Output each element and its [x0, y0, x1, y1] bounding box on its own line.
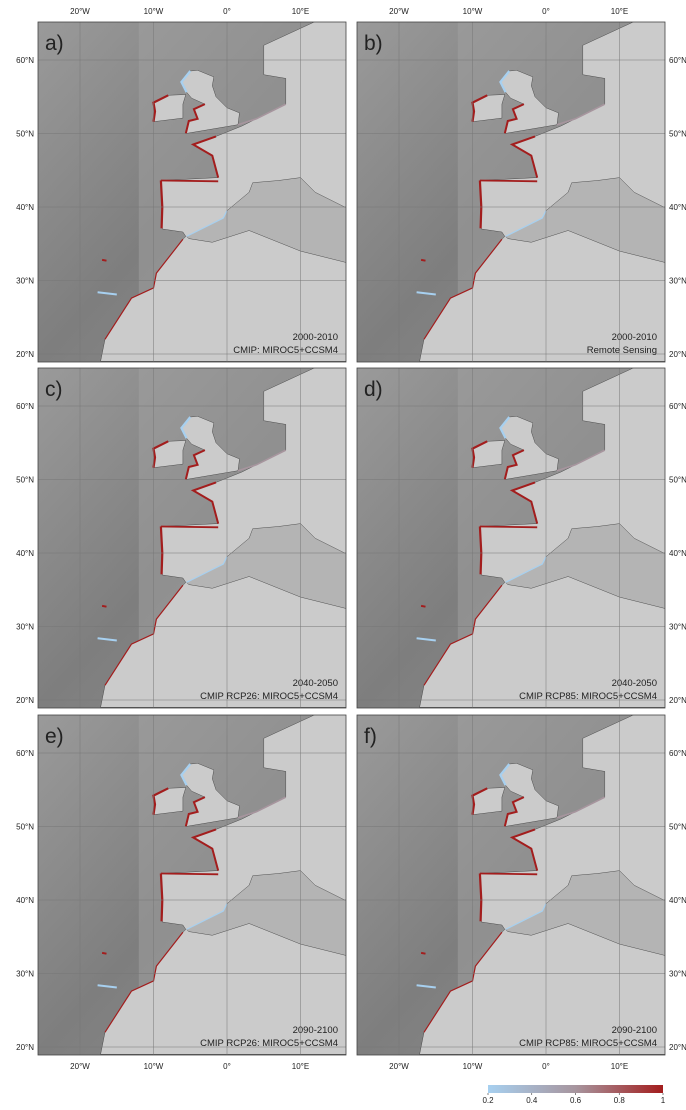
lat-label: 50°N: [669, 476, 686, 485]
panel-label: d): [364, 378, 383, 401]
period: 2090-2100: [612, 1025, 657, 1036]
map-panel: b) 2000-2010 Remote Sensing 60°N 50°N 40°N 30°…: [357, 1, 686, 362]
lat-label: 60°N: [16, 402, 34, 411]
panel-label: e): [45, 725, 64, 748]
lat-label: 20°N: [16, 696, 34, 705]
lon-label: 10°E: [611, 7, 628, 16]
source: CMIP RCP26: MIROC5+CCSM4: [200, 1038, 338, 1049]
lat-label: 60°N: [16, 56, 34, 65]
lat-label: 50°N: [16, 476, 34, 485]
panel-label: a): [45, 32, 64, 55]
source: CMIP RCP26: MIROC5+CCSM4: [200, 691, 338, 702]
lat-label: 60°N: [669, 749, 686, 758]
colorbar-label: 1: [661, 1096, 666, 1105]
period: 2000-2010: [293, 332, 338, 343]
lat-label: 60°N: [669, 56, 686, 65]
lon-label: 20°W: [389, 7, 409, 16]
lon-label: 10°W: [144, 7, 164, 16]
source: CMIP RCP85: MIROC5+CCSM4: [519, 1038, 657, 1049]
lat-label: 40°N: [16, 549, 34, 558]
lat-label: 20°N: [669, 696, 686, 705]
source: CMIP: MIROC5+CCSM4: [233, 345, 338, 356]
page: {"panels": [ {"label": "a)", "period": "…: [0, 0, 686, 1105]
lon-label: 0°: [542, 1062, 550, 1071]
colorbar-label: 0.4: [526, 1096, 538, 1105]
panel-label: f): [364, 725, 377, 748]
lon-label: 10°E: [611, 1062, 628, 1071]
lat-label: 20°N: [669, 1043, 686, 1052]
map-panel: f) 2090-2100 CMIP RCP85: MIROC5+CCSM4 60°N 5…: [357, 694, 686, 1071]
lon-label: 10°W: [463, 1062, 483, 1071]
lat-label: 50°N: [16, 823, 34, 832]
source: CMIP RCP85: MIROC5+CCSM4: [519, 691, 657, 702]
lat-label: 50°N: [669, 130, 686, 139]
lon-label: 20°W: [70, 7, 90, 16]
map-panel: c) 2040-2050 CMIP RCP26: MIROC5+CCSM4 60°N 5…: [16, 347, 399, 708]
map-panel: d) 2040-2050 CMIP RCP85: MIROC5+CCSM4 60°N 5…: [357, 347, 686, 708]
colorbar-label: 0.2: [482, 1096, 494, 1105]
map-panel: e) 2090-2100 CMIP RCP26: MIROC5+CCSM4 60°N 5…: [16, 694, 399, 1071]
lat-label: 30°N: [669, 277, 686, 286]
lat-label: 40°N: [669, 549, 686, 558]
lon-label: 10°W: [144, 1062, 164, 1071]
lat-label: 20°N: [669, 350, 686, 359]
lon-label: 0°: [223, 7, 231, 16]
lat-label: 50°N: [16, 130, 34, 139]
lon-label: 20°W: [70, 1062, 90, 1071]
lon-label: 10°E: [292, 7, 309, 16]
lat-label: 40°N: [669, 203, 686, 212]
panel-label: c): [45, 378, 63, 401]
panel-label: b): [364, 32, 383, 55]
lat-label: 30°N: [16, 623, 34, 632]
period: 2000-2010: [612, 332, 657, 343]
lon-label: 0°: [223, 1062, 231, 1071]
colorbar-ramp: [488, 1085, 663, 1093]
lat-label: 20°N: [16, 350, 34, 359]
lat-label: 30°N: [16, 277, 34, 286]
lon-label: 10°E: [292, 1062, 309, 1071]
lon-label: 10°W: [463, 7, 483, 16]
lat-label: 40°N: [16, 896, 34, 905]
colorbar-label: 0.8: [614, 1096, 626, 1105]
period: 2090-2100: [293, 1025, 338, 1036]
lat-label: 40°N: [16, 203, 34, 212]
source: Remote Sensing: [587, 345, 657, 356]
colorbar: 0.2 0.4 0.6 0.8 1: [482, 1085, 665, 1105]
period: 2040-2050: [293, 678, 338, 689]
lon-label: 0°: [542, 7, 550, 16]
lat-label: 40°N: [669, 896, 686, 905]
map-panel: a) 2000-2010 CMIP: MIROC5+CCSM4 60°N 50°N 40°…: [16, 1, 399, 362]
figure: a) 2000-2010 CMIP: MIROC5+CCSM4 60°N 50°N 40°…: [0, 0, 686, 1105]
colorbar-label: 0.6: [570, 1096, 582, 1105]
lat-label: 30°N: [669, 970, 686, 979]
lat-label: 30°N: [669, 623, 686, 632]
lat-label: 30°N: [16, 970, 34, 979]
lat-label: 60°N: [669, 402, 686, 411]
period: 2040-2050: [612, 678, 657, 689]
lat-label: 50°N: [669, 823, 686, 832]
lat-label: 20°N: [16, 1043, 34, 1052]
lat-label: 60°N: [16, 749, 34, 758]
lon-label: 20°W: [389, 1062, 409, 1071]
